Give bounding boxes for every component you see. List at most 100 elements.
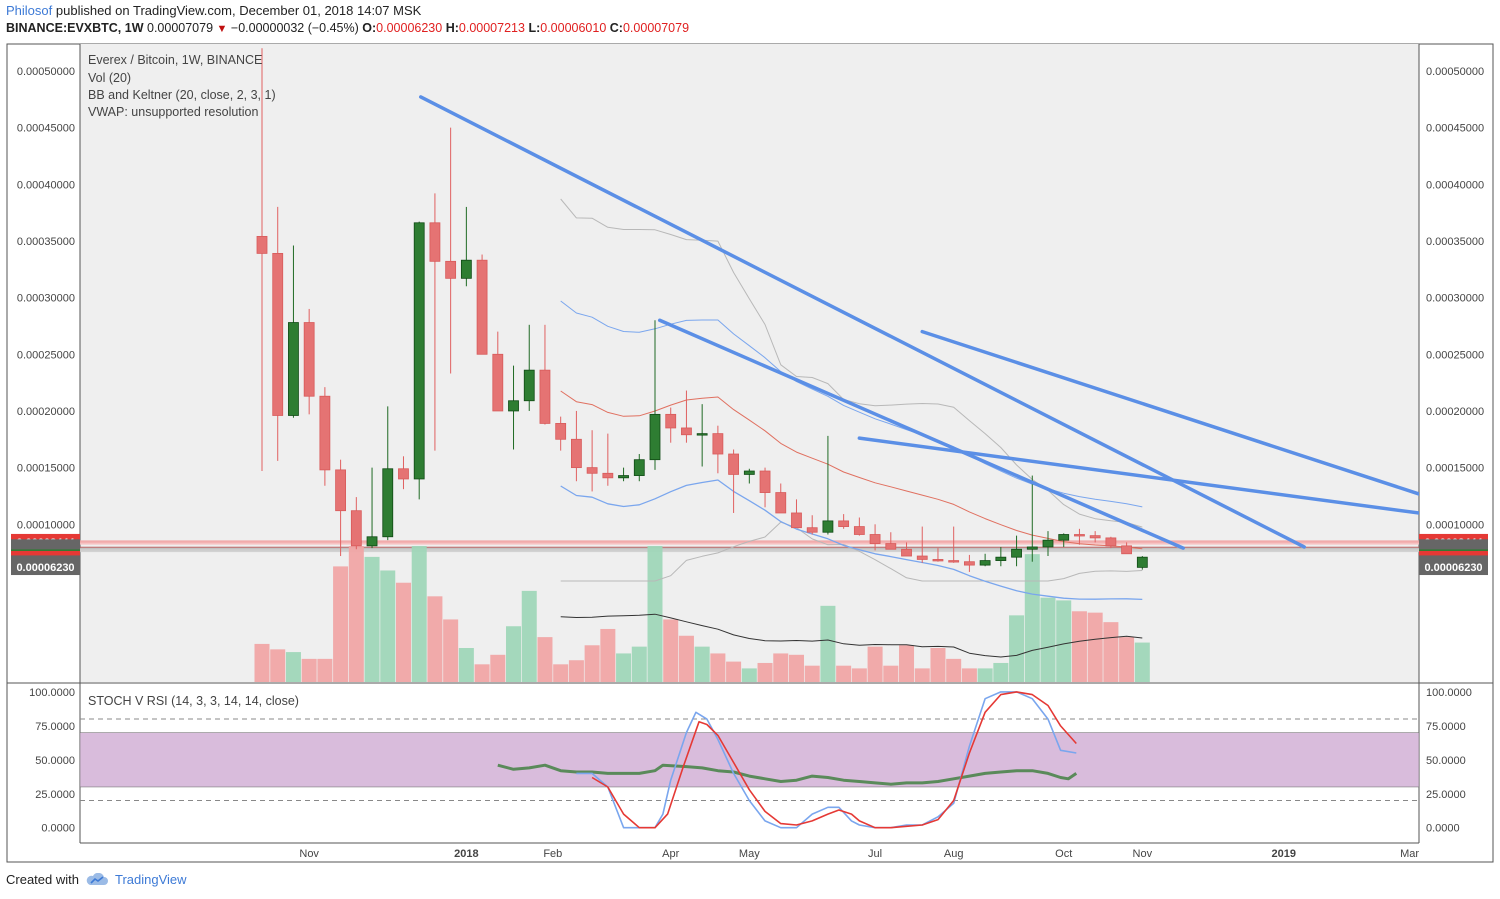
candle-body	[523, 369, 535, 402]
volume-bar	[883, 665, 899, 682]
volume-bar	[348, 546, 364, 682]
right-price-label-box	[1419, 559, 1488, 576]
volume-bar	[726, 661, 742, 682]
time-axis-label: Aug	[944, 848, 964, 860]
right-price-tick: 0.00045000	[1426, 123, 1484, 135]
candle-body	[633, 459, 645, 476]
candle-body	[398, 468, 409, 480]
candle-body	[649, 413, 661, 461]
candle-body	[869, 534, 881, 544]
right-stoch-tick: 0.0000	[1426, 823, 1460, 835]
left-price-tick: 0.00035000	[17, 236, 75, 248]
last-price: 0.00007079	[147, 21, 214, 35]
candle-body	[319, 395, 331, 471]
close-value: 0.00007079	[622, 21, 690, 35]
right-price-tick: 0.00035000	[1426, 236, 1484, 248]
volume-bar	[946, 658, 962, 682]
volume-bar	[961, 668, 977, 682]
candle-body	[759, 470, 771, 493]
left-stoch-tick: 0.0000	[41, 823, 75, 835]
tradingview-link[interactable]: TradingView	[114, 872, 187, 887]
open-label: O:	[362, 21, 377, 35]
left-price-tick: 0.00030000	[17, 293, 75, 305]
candle-body	[1136, 556, 1148, 568]
candle-body	[476, 259, 488, 355]
volume-bar	[1134, 642, 1150, 682]
candle-body	[429, 222, 441, 262]
volume-bar	[333, 566, 349, 682]
volume-bar	[678, 635, 694, 682]
trend-line-0	[419, 95, 1306, 549]
right-stoch-tick: 25.0000	[1426, 789, 1466, 801]
open-value: 0.00006230	[376, 21, 443, 35]
tradingview-cloud-icon	[86, 873, 108, 885]
author-link[interactable]: Philosof	[6, 3, 53, 18]
candle-body	[979, 560, 991, 566]
right-price-tick: 0.00030000	[1426, 293, 1484, 305]
right-price-tick: 0.00010000	[1426, 519, 1484, 531]
volume-bar	[506, 626, 522, 682]
volume-bar	[537, 637, 553, 682]
left-price-tick: 0.00020000	[17, 406, 75, 418]
volume-bar	[490, 654, 506, 682]
volume-bar	[1071, 611, 1087, 682]
volume-bar	[458, 648, 474, 682]
candle-body	[508, 400, 519, 412]
footer: Created with TradingView	[6, 872, 187, 887]
stoch-pane	[80, 691, 1419, 829]
volume-bar	[395, 582, 411, 682]
created-with-text: Created with	[6, 872, 79, 887]
volume-bar	[521, 590, 537, 682]
volume-bar	[867, 646, 883, 682]
price-change: −0.00000032 (−0.45%)	[230, 21, 359, 35]
candle-body	[728, 453, 739, 475]
right-price-tick: 0.00025000	[1426, 349, 1484, 361]
volume-bar	[411, 546, 427, 682]
low-label: L:	[528, 21, 541, 35]
candle-body	[696, 433, 708, 436]
legend-title: Everex / Bitcoin, 1W, BINANCE	[88, 53, 262, 67]
volume-bar	[741, 668, 757, 682]
volume-bar	[553, 664, 569, 682]
candle-body	[995, 556, 1007, 561]
legend-bb-keltner: BB and Keltner (20, close, 2, 3, 1)	[88, 88, 276, 102]
volume-bar	[899, 645, 915, 682]
volume-bar	[616, 653, 632, 682]
candle-body	[382, 468, 394, 538]
candle-body	[303, 322, 315, 397]
candle-body	[932, 559, 944, 562]
right-price-label: 0.00006230	[1424, 562, 1482, 574]
left-price-tick: 0.00025000	[17, 349, 75, 361]
candle-body	[1074, 534, 1085, 537]
candle-body	[853, 526, 865, 535]
candle-body	[555, 423, 567, 440]
candle-body	[460, 259, 472, 279]
left-price-label: 0.00006230	[16, 562, 74, 574]
right-stoch-tick: 100.0000	[1426, 687, 1472, 699]
volume-bar	[1024, 554, 1040, 682]
candle-body	[822, 520, 834, 533]
time-axis-label: Oct	[1055, 848, 1072, 860]
right-stoch-tick: 75.0000	[1426, 721, 1466, 733]
right-price-tick: 0.00020000	[1426, 406, 1484, 418]
candle-body	[618, 475, 629, 479]
symbol-label: BINANCE:EVXBTC, 1W	[6, 21, 144, 35]
stoch-legend: STOCH V RSI (14, 3, 3, 14, 14, close)	[88, 694, 299, 708]
trend-line-2	[857, 436, 1419, 515]
candle-body	[1011, 548, 1022, 558]
bb-basis-line	[560, 390, 1143, 550]
close-label: C:	[609, 21, 623, 35]
legend-volume: Vol (20)	[88, 71, 131, 85]
volume-bar	[631, 646, 647, 682]
time-axis-label: 2018	[454, 848, 478, 860]
volume-bar	[694, 646, 710, 682]
left-stoch-tick: 25.0000	[35, 789, 75, 801]
keltner-lower-line	[560, 479, 1143, 601]
volume-bar	[788, 654, 804, 682]
time-axis-label: Apr	[662, 848, 679, 860]
left-price-tick: 0.00045000	[17, 123, 75, 135]
volume-bar	[914, 668, 930, 682]
main-pane-bg	[80, 44, 1419, 682]
candle-body	[964, 561, 975, 566]
